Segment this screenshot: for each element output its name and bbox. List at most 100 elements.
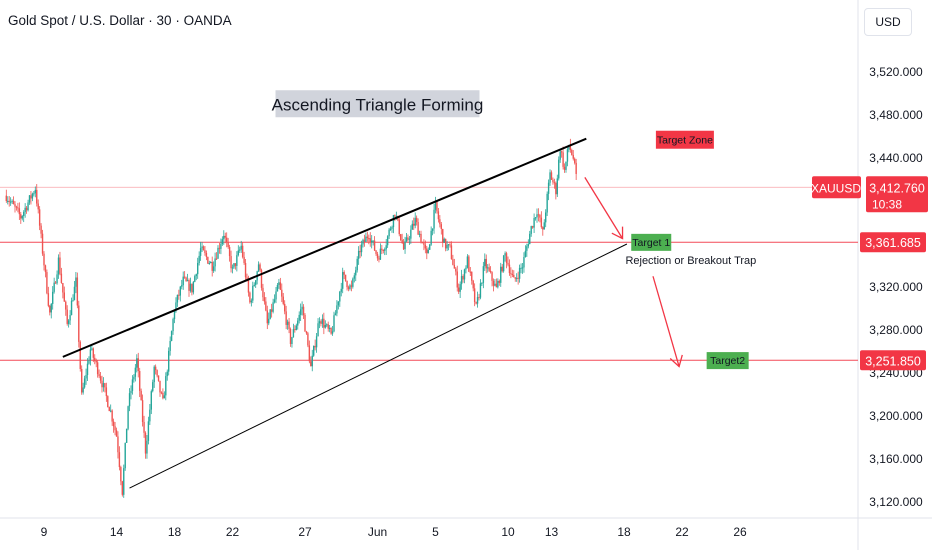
candle-body xyxy=(253,284,255,286)
symbol-tag xyxy=(812,176,861,199)
candle-body xyxy=(446,244,448,249)
candle-body xyxy=(572,154,574,159)
candle-body xyxy=(36,189,38,204)
candle-body xyxy=(421,242,424,244)
candle-body xyxy=(346,280,348,288)
countdown-label: 10:38 xyxy=(872,197,902,211)
candle-body xyxy=(489,270,492,273)
candle-body xyxy=(275,291,277,300)
candle-body xyxy=(183,276,186,278)
candle-body xyxy=(460,276,463,285)
candle-body xyxy=(553,182,556,184)
candle-body xyxy=(244,262,247,278)
candle-body xyxy=(191,283,193,293)
candle-body xyxy=(472,280,474,289)
candle-body xyxy=(179,286,181,296)
candle-body xyxy=(449,244,451,246)
candle-body xyxy=(353,275,355,279)
candle-body xyxy=(262,287,264,298)
candle-body xyxy=(458,287,460,292)
candle-body xyxy=(41,233,44,254)
candle-body xyxy=(404,241,406,250)
annotation-title-box xyxy=(275,90,480,118)
candle-body xyxy=(529,233,531,245)
candle-body xyxy=(363,239,366,242)
candle-body xyxy=(314,345,316,348)
candle-body xyxy=(133,376,135,380)
candle-body xyxy=(415,217,418,223)
candle-body xyxy=(394,215,396,217)
candle-body xyxy=(246,277,248,280)
candle-body xyxy=(5,195,7,201)
candle-body xyxy=(507,262,509,265)
candle-body xyxy=(479,283,482,298)
candle-body xyxy=(194,276,196,282)
candle-body xyxy=(389,228,392,230)
candle-body xyxy=(355,270,357,276)
candle-body xyxy=(510,273,512,275)
candle-body xyxy=(121,481,123,495)
candle-body xyxy=(243,256,245,263)
candle-body xyxy=(230,256,232,269)
candle-body xyxy=(153,366,155,383)
candle-body xyxy=(375,250,377,254)
candle-body xyxy=(52,291,54,304)
candle-body xyxy=(178,294,180,296)
currency-button[interactable]: USD xyxy=(864,8,912,36)
candle-body xyxy=(34,189,36,194)
candle-body xyxy=(520,267,522,269)
candle-body xyxy=(211,261,213,271)
candle-body xyxy=(43,253,45,266)
candle-body xyxy=(166,371,168,377)
candle-body xyxy=(344,274,347,281)
candle-body xyxy=(402,242,405,250)
candle-body xyxy=(47,293,50,306)
candle-body xyxy=(288,321,290,330)
candle-body xyxy=(514,277,516,279)
target-1-label: Target 1 xyxy=(632,237,670,249)
candle-body xyxy=(298,314,300,321)
candle-body xyxy=(220,244,222,249)
candle-body xyxy=(427,249,429,254)
current-price-label: 3,412.760 xyxy=(869,181,925,195)
candle-body xyxy=(188,280,190,291)
candle-body xyxy=(575,162,577,174)
candle-body xyxy=(285,311,287,325)
candle-body xyxy=(313,345,315,356)
candle-body xyxy=(273,299,276,303)
candle-body xyxy=(60,273,63,283)
candle-body xyxy=(542,227,544,230)
candle-body xyxy=(456,271,458,288)
candle-body xyxy=(543,222,545,230)
candle-body xyxy=(326,324,328,326)
candle-body xyxy=(368,238,370,240)
candle-body xyxy=(511,274,514,276)
candle-body xyxy=(197,262,199,275)
x-tick-label: 13 xyxy=(545,525,559,539)
candle-body xyxy=(199,248,202,256)
candle-body xyxy=(327,324,329,329)
candle-body xyxy=(359,250,361,253)
candle-body xyxy=(385,245,387,250)
candle-body xyxy=(534,217,537,219)
candle-body xyxy=(468,256,470,272)
candle-body xyxy=(101,380,103,388)
candle-body xyxy=(28,195,31,203)
candle-body xyxy=(502,255,505,272)
candle-body xyxy=(38,209,41,226)
candle-body xyxy=(131,379,134,391)
candle-body xyxy=(15,206,18,208)
candle-body xyxy=(85,375,87,379)
candle-body xyxy=(268,318,270,324)
candle-body xyxy=(400,234,402,241)
candle-body xyxy=(350,285,353,287)
candle-body xyxy=(444,238,447,249)
candle-body xyxy=(157,375,160,381)
candle-body xyxy=(181,285,183,287)
candle-body xyxy=(24,207,26,213)
candle-body xyxy=(227,242,229,248)
candle-body xyxy=(318,321,321,324)
candle-body xyxy=(120,467,122,482)
candle-body xyxy=(357,250,360,259)
